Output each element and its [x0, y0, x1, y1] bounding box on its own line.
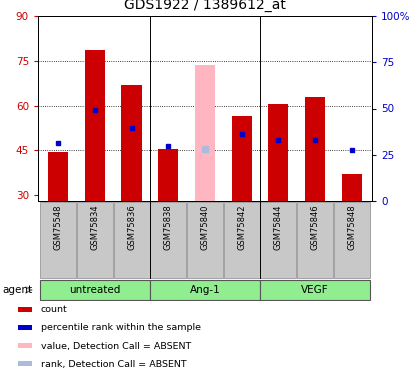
- Bar: [231, 116, 251, 201]
- Bar: [77, 202, 112, 278]
- Text: agent: agent: [2, 285, 32, 295]
- Bar: [18, 361, 32, 366]
- Text: Ang-1: Ang-1: [189, 285, 220, 295]
- Text: count: count: [40, 306, 67, 315]
- Bar: [341, 174, 361, 201]
- Bar: [150, 280, 259, 300]
- Bar: [260, 202, 296, 278]
- Bar: [150, 202, 186, 278]
- Text: GSM75834: GSM75834: [90, 204, 99, 250]
- Bar: [223, 202, 259, 278]
- Text: rank, Detection Call = ABSENT: rank, Detection Call = ABSENT: [40, 360, 186, 369]
- Bar: [194, 65, 215, 201]
- Bar: [85, 50, 105, 201]
- Text: GSM75836: GSM75836: [127, 204, 136, 250]
- Text: VEGF: VEGF: [301, 285, 328, 295]
- Text: untreated: untreated: [69, 285, 120, 295]
- Bar: [333, 202, 369, 278]
- Text: percentile rank within the sample: percentile rank within the sample: [40, 324, 200, 333]
- Text: GSM75548: GSM75548: [54, 204, 63, 250]
- Bar: [40, 202, 76, 278]
- Bar: [18, 325, 32, 330]
- Bar: [18, 343, 32, 348]
- Bar: [121, 85, 142, 201]
- Bar: [187, 202, 222, 278]
- Text: GSM75848: GSM75848: [346, 204, 355, 250]
- Text: GSM75844: GSM75844: [273, 204, 282, 250]
- Bar: [297, 202, 332, 278]
- Text: value, Detection Call = ABSENT: value, Detection Call = ABSENT: [40, 342, 190, 351]
- Text: GSM75846: GSM75846: [310, 204, 319, 250]
- Title: GDS1922 / 1389612_at: GDS1922 / 1389612_at: [124, 0, 285, 12]
- Bar: [40, 280, 149, 300]
- Bar: [48, 152, 68, 201]
- Bar: [113, 202, 149, 278]
- Text: GSM75840: GSM75840: [200, 204, 209, 250]
- Text: GSM75842: GSM75842: [237, 204, 245, 250]
- Text: GSM75838: GSM75838: [164, 204, 172, 250]
- Bar: [304, 97, 324, 201]
- Bar: [260, 280, 369, 300]
- Bar: [267, 104, 288, 201]
- Bar: [158, 149, 178, 201]
- Bar: [18, 307, 32, 312]
